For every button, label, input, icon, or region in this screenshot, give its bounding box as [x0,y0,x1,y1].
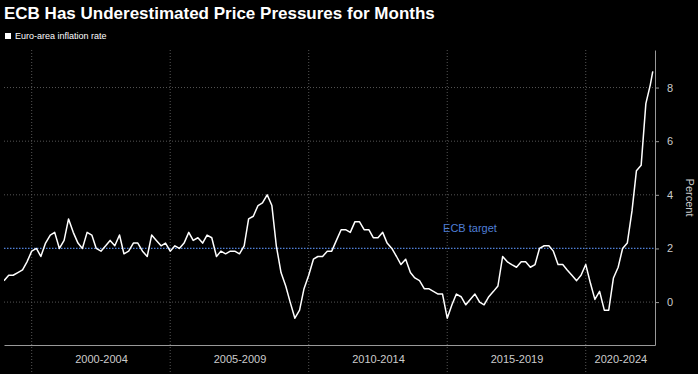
x-tick: 2000-2004 [75,345,128,365]
grid-line [4,87,655,88]
x-tick-label: 2015-2019 [491,353,544,365]
legend-label: Euro-area inflation rate [15,31,107,41]
background [0,0,698,374]
grid-line [4,302,655,303]
divider-line [170,50,171,374]
x-tick-label: 2010-2014 [352,353,405,365]
y-tick-mark [655,195,659,196]
x-tick: 2015-2019 [491,345,544,365]
divider-line [585,50,586,374]
y-tick-mark [655,302,659,303]
plot-area [4,71,653,318]
dividers [32,50,586,374]
grid-line [4,248,655,249]
line-series [4,71,653,318]
y-tick-label: 0 [667,296,673,308]
reference-label: ECB target [443,222,497,234]
y-axis-title: Percent [684,179,696,217]
y-tick-mark [655,141,659,142]
x-axis: 2000-2004 2005-2009 2010-2014 2015-2019 2020… [5,345,656,365]
x-tick: 2005-2009 [214,345,267,365]
grid-line [4,194,655,195]
y-axis: 0 2 4 6 8 [655,51,673,346]
y-tick: 4 [655,189,673,201]
reference-line [4,248,655,249]
legend-entry: Euro-area inflation rate [5,31,107,41]
y-tick: 0 [655,296,673,308]
x-axis-line [5,345,656,346]
y-tick: 2 [655,242,673,254]
y-tick-label: 6 [667,135,673,147]
y-tick: 6 [655,135,673,147]
x-tick: 2010-2014 [352,345,405,365]
grid-line [4,141,655,142]
legend-swatch [5,33,11,39]
y-tick-label: 8 [667,82,673,94]
x-tick-label: 2005-2009 [214,353,267,365]
divider-line [447,50,448,374]
y-tick-mark [655,88,659,89]
y-tick-label: 4 [667,189,673,201]
grid [4,88,655,303]
y-tick: 8 [655,82,673,94]
y-tick-label: 2 [667,242,673,254]
chart: ECB Has Underestimated Price Pressures f… [0,0,698,374]
x-tick: 2020-2024 [595,345,648,365]
x-tick-label: 2000-2004 [75,353,128,365]
y-axis-line [655,51,656,346]
x-tick-label: 2020-2024 [595,353,648,365]
divider-line [308,50,309,374]
divider-line [31,50,32,374]
y-tick-mark [655,248,659,249]
title: ECB Has Underestimated Price Pressures f… [4,4,435,23]
